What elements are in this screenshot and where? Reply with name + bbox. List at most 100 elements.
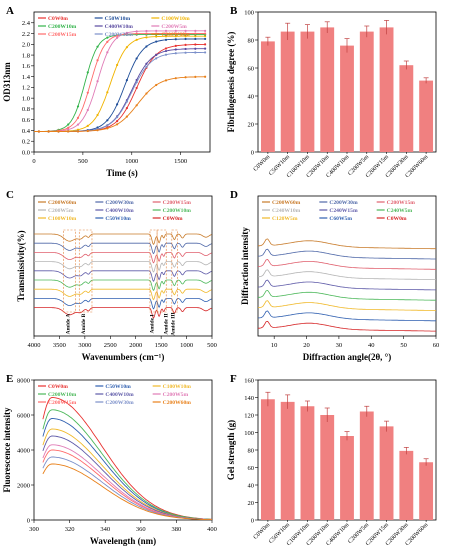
plot-frame-A xyxy=(33,11,211,153)
data-point xyxy=(145,36,148,39)
x-tick-label: 300 xyxy=(29,526,39,533)
y-tick-label: 60 xyxy=(248,465,255,472)
series-line xyxy=(258,310,436,322)
bar xyxy=(419,462,434,520)
legend-entry: C200W30m xyxy=(105,32,134,38)
data-point xyxy=(106,119,109,122)
data-point xyxy=(164,47,168,50)
legend-entry: C200W60m xyxy=(48,200,77,206)
series-line xyxy=(34,76,206,132)
x-tick-label: 340 xyxy=(100,526,110,533)
x-tick-label: 50 xyxy=(400,342,407,349)
x-tick-label: 1000 xyxy=(125,158,138,165)
legend-entry: C200W10m xyxy=(48,24,77,30)
x-axis-title-A: Time (s) xyxy=(106,168,138,178)
y-tick-label: 40 xyxy=(248,93,255,100)
legend-entry: C200W10m xyxy=(48,392,77,398)
y-axis-title-B: Fibrillogenesis degree (%) xyxy=(226,32,236,133)
data-point xyxy=(67,126,70,129)
data-point xyxy=(96,113,99,117)
bar xyxy=(320,415,335,520)
bar xyxy=(359,31,374,153)
data-point xyxy=(174,29,177,32)
y-tick-label: 2.0 xyxy=(22,42,30,49)
data-point xyxy=(155,40,158,43)
data-point xyxy=(135,81,138,84)
annotation-box xyxy=(63,229,77,313)
series-line xyxy=(34,307,212,319)
x-tick-label: 20 xyxy=(303,342,310,349)
data-point xyxy=(116,115,119,119)
data-point xyxy=(135,32,138,35)
legend-entry: C100W10m xyxy=(161,16,190,22)
data-point xyxy=(67,123,70,126)
annotation-label: Amide B xyxy=(81,313,87,334)
x-tick-label: 360 xyxy=(136,526,146,533)
data-point xyxy=(204,47,207,50)
data-point xyxy=(145,65,148,68)
data-point xyxy=(174,48,177,51)
bar xyxy=(359,411,374,520)
data-point xyxy=(145,62,148,65)
y-tick-label: 0.2 xyxy=(22,139,30,146)
data-point xyxy=(67,128,70,131)
legend-entry: C0W0m xyxy=(387,216,407,222)
legend-entry: C200W10m xyxy=(163,208,192,214)
data-point xyxy=(76,105,80,108)
data-point xyxy=(76,130,80,133)
panel-letter-A: A xyxy=(6,5,14,17)
data-point xyxy=(145,29,148,33)
data-point xyxy=(135,57,138,60)
x-tick-label: 4000 xyxy=(28,342,41,349)
annotation-box xyxy=(156,229,167,313)
y-axis-title-F: Gel strength (g) xyxy=(226,420,236,480)
legend-entry: C240W15m xyxy=(329,208,358,214)
data-point xyxy=(164,32,168,35)
data-point xyxy=(155,57,158,60)
data-point xyxy=(184,32,187,35)
legend-entry: C200W15m xyxy=(48,32,77,38)
y-axis-title-C: Transmissivity(%) xyxy=(16,230,26,301)
bar xyxy=(379,27,394,152)
y-tick-label: 1.2 xyxy=(22,85,30,92)
data-point xyxy=(174,52,177,55)
x-tick-label: 400 xyxy=(207,526,217,533)
data-point xyxy=(184,47,187,51)
data-point xyxy=(125,115,128,118)
x-tick-label: 320 xyxy=(65,526,75,533)
data-point xyxy=(106,124,109,127)
annotation-label: Amide II xyxy=(164,313,170,334)
data-point xyxy=(145,32,148,35)
data-point xyxy=(164,38,168,41)
legend-entry: C200W60m xyxy=(272,200,301,206)
legend-entry: C120W5m xyxy=(272,216,298,222)
data-point xyxy=(57,130,60,133)
series-line xyxy=(258,320,436,332)
series-line xyxy=(258,269,436,280)
legend-entry: C100W10m xyxy=(163,384,192,390)
data-point xyxy=(67,130,70,133)
data-point xyxy=(135,38,138,41)
data-point xyxy=(184,29,187,32)
legend-entry: C240W10m xyxy=(272,208,301,214)
series-line xyxy=(42,444,213,521)
series-line xyxy=(34,35,206,132)
y-tick-label: 8000 xyxy=(17,377,30,384)
data-point xyxy=(164,29,168,32)
annotation-box xyxy=(149,229,158,313)
legend-entry: C240W5m xyxy=(387,208,413,214)
y-tick-label: 60 xyxy=(248,65,255,72)
legend-entry: C60W5m xyxy=(329,216,352,222)
x-tick-label: 3000 xyxy=(78,342,91,349)
data-point xyxy=(194,37,197,41)
x-tick-label: 500 xyxy=(78,158,88,165)
data-point xyxy=(116,103,119,106)
legend-entry: C50W10m xyxy=(105,384,131,390)
y-axis-title-A: OD313nm xyxy=(2,62,12,102)
panel-letter-C: C xyxy=(6,189,14,201)
data-point xyxy=(155,83,158,87)
legend-entry: C200W15m xyxy=(387,200,416,206)
data-point xyxy=(116,63,119,67)
data-point xyxy=(106,91,109,94)
